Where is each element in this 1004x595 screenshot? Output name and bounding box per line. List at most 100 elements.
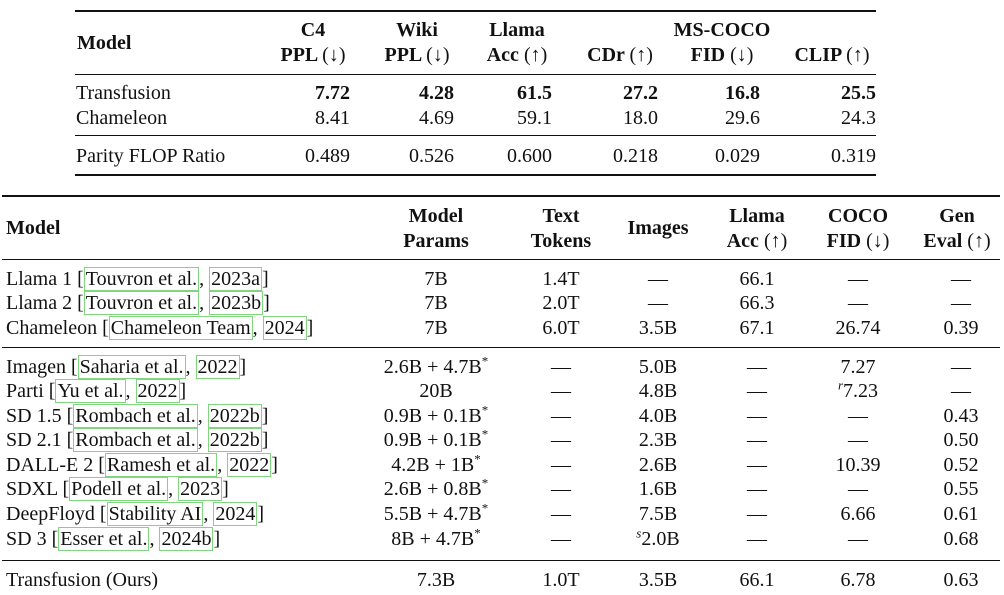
table-row-model: DALL-E 2 [Ramesh et al., 2022] (6, 453, 278, 477)
table-cell: 0.52 (943, 454, 979, 476)
table-cell: — (951, 268, 971, 290)
table-cell: 16.8 (725, 82, 760, 104)
citation-link[interactable]: Rombach et al. (73, 404, 198, 428)
table-row-model: Llama 2 [Touvron et al., 2023b] (6, 291, 270, 315)
table-cell: 0.63 (943, 569, 979, 591)
citation-link[interactable]: 2024 (262, 316, 307, 340)
table-cell: — (848, 268, 868, 290)
table-cell: 0.68 (943, 528, 979, 550)
table-cell: — (551, 503, 571, 525)
table-cell: 1.4T (542, 268, 580, 290)
table-row-model: Transfusion (76, 82, 171, 104)
table-cell: 3.5B (638, 317, 678, 339)
table-cell: — (747, 454, 767, 476)
table-cell: 7.27 (840, 356, 876, 378)
citation-link[interactable]: Rombach et al. (73, 428, 198, 452)
citation-link[interactable]: Touvron et al. (83, 267, 200, 291)
table-cell: 2.6B (638, 454, 678, 476)
table-cell: 4.28 (419, 82, 454, 104)
table-cell: — (951, 292, 971, 314)
header-llama: Llama (729, 205, 785, 227)
table-cell: 8.41 (315, 107, 350, 129)
bottom-rule (75, 174, 876, 176)
citation-link[interactable]: Yu et al. (55, 379, 126, 403)
header-c4-metric: PPL (↓) (280, 44, 346, 66)
table-cell: — (648, 292, 668, 314)
table-cell: 10.39 (835, 454, 881, 476)
header-wiki-metric: PPL (↓) (384, 44, 450, 66)
table-cell: — (551, 454, 571, 476)
table-cell: 1.6B (638, 478, 678, 500)
table-cell: 67.1 (739, 317, 775, 339)
header-rule (75, 74, 876, 75)
table-row-model: Parity FLOP Ratio (76, 145, 226, 167)
table-cell: 0.218 (613, 145, 658, 167)
table-row-model: Parti [Yu et al., 2022] (6, 379, 187, 403)
header-model: Model (77, 32, 132, 54)
table-cell: 4.0B (638, 405, 678, 427)
header-images: Images (627, 217, 689, 239)
table-cell: 2.3B (638, 429, 678, 451)
table-cell: 0.50 (943, 429, 979, 451)
table-cell: 0.526 (409, 145, 454, 167)
header-model: Model (6, 217, 61, 239)
table-cell: 2.6B + 0.8B* (383, 475, 489, 500)
citation-link[interactable]: Esser et al. (58, 527, 150, 551)
table-cell: r7.23 (837, 377, 879, 402)
citation-link[interactable]: Podell et al. (69, 477, 169, 501)
table-cell: 0.600 (507, 145, 552, 167)
table-cell: — (848, 429, 868, 451)
citation-link[interactable]: Saharia et al. (77, 355, 186, 379)
header-coco-metric: FID (↓) (826, 230, 890, 252)
citation-link[interactable]: Ramesh et al. (104, 453, 218, 477)
top-rule (75, 10, 876, 12)
header-text-tokens: Text (542, 205, 580, 227)
citation-link[interactable]: Chameleon Team (108, 316, 253, 340)
table-row-model: Transfusion (Ours) (6, 569, 159, 591)
table-cell: 4.8B (638, 380, 678, 402)
header-mscoco: MS-COCO (673, 19, 771, 41)
citation-link[interactable]: 2023 (178, 477, 223, 501)
table-row-model: Llama 1 [Touvron et al., 2023a] (6, 267, 269, 291)
header-clip: CLIP (↑) (794, 44, 870, 66)
header-llama-metric: Acc (↑) (726, 230, 788, 252)
table-cell: — (747, 528, 767, 550)
table-cell: 0.39 (943, 317, 979, 339)
header-text-tokens: Tokens (530, 230, 592, 252)
header-llama-metric: Acc (↑) (486, 44, 548, 66)
table-cell: 0.029 (715, 145, 760, 167)
table-cell: 0.55 (943, 478, 979, 500)
table-row-model: Imagen [Saharia et al., 2022] (6, 355, 247, 379)
table-cell: 0.9B + 0.1B* (383, 402, 489, 427)
citation-link[interactable]: 2024b (159, 527, 214, 551)
table-cell: 5.0B (638, 356, 678, 378)
table-cell: — (551, 405, 571, 427)
table-cell: 5.5B + 4.7B* (383, 500, 489, 525)
table-cell: 7B (424, 292, 448, 314)
citation-link[interactable]: 2023b (209, 291, 264, 315)
citation-link[interactable]: 2022b (207, 404, 262, 428)
table-row-model: SD 3 [Esser et al., 2024b] (6, 527, 221, 551)
table-cell: 66.1 (739, 268, 775, 290)
header-llama: Llama (489, 19, 545, 41)
citation-link[interactable]: 2024 (213, 502, 258, 526)
citation-link[interactable]: 2022 (195, 355, 240, 379)
header-coco: COCO (828, 205, 888, 227)
group-rule (2, 560, 1000, 561)
table-cell: 59.1 (517, 107, 552, 129)
table-cell: 24.3 (841, 107, 876, 129)
table-cell: s2.0B (636, 525, 680, 550)
citation-link[interactable]: 2022 (135, 379, 180, 403)
table-cell: — (747, 503, 767, 525)
table-cell: — (747, 429, 767, 451)
table-row-model: SD 1.5 [Rombach et al., 2022b] (6, 404, 269, 428)
table-cell: — (848, 405, 868, 427)
citation-link[interactable]: 2022b (207, 428, 262, 452)
citation-link[interactable]: Stability AI (106, 502, 204, 526)
table-cell: 3.5B (638, 569, 678, 591)
citation-link[interactable]: Touvron et al. (83, 291, 200, 315)
citation-link[interactable]: 2023a (209, 267, 263, 291)
table-cell: 8B + 4.7B* (391, 525, 481, 550)
table-row-model: SDXL [Podell et al., 2023] (6, 477, 229, 501)
citation-link[interactable]: 2022 (227, 453, 272, 477)
